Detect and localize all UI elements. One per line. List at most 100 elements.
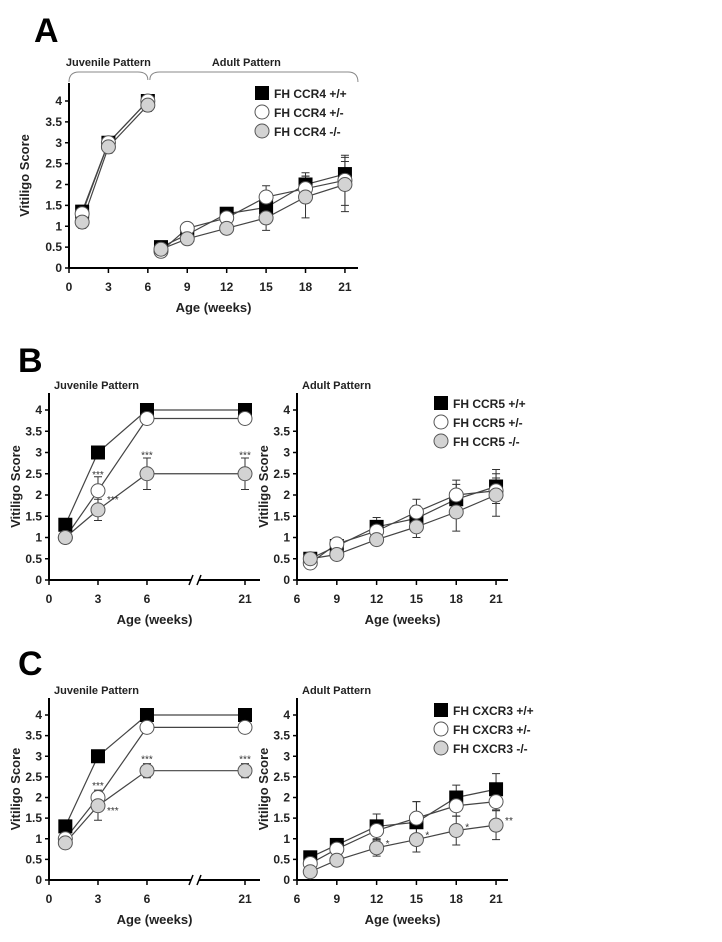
y-tick-label: 0 <box>35 873 42 887</box>
significance-marker: *** <box>239 451 251 462</box>
data-point-circle <box>408 832 424 848</box>
y-tick-label: 2 <box>283 791 290 805</box>
pattern-label: Adult Pattern <box>302 380 371 392</box>
x-tick-label: 12 <box>220 280 234 294</box>
legend-label: FH CXCR3 +/+ <box>453 704 534 718</box>
significance-marker: *** <box>107 495 119 506</box>
legend-marker-circle <box>433 721 449 737</box>
significance-marker: * <box>386 839 390 850</box>
data-point-circle <box>448 798 464 814</box>
legend-label: FH CCR5 -/- <box>453 435 520 449</box>
panel-letter-b: B <box>18 342 43 380</box>
chart-a-0: 0 0.5 1 1.5 2 2.5 3 3.5 4 0 3 6 9 12 15 18 21 Age (weeks)… <box>17 57 359 315</box>
x-tick-label: 9 <box>333 892 340 906</box>
x-tick-label: 3 <box>95 892 102 906</box>
y-tick-label: 3 <box>35 749 42 763</box>
significance-marker: *** <box>141 451 153 462</box>
y-tick-label: 1 <box>283 832 290 846</box>
data-point-circle <box>100 139 116 155</box>
y-axis-title: Vitiligo Score <box>8 748 23 831</box>
juvenile-pattern-label: Juvenile Pattern <box>66 57 151 69</box>
x-tick-label: 21 <box>489 592 503 606</box>
y-tick-label: 1.5 <box>273 811 290 825</box>
y-axis-title: Vitiligo Score <box>256 445 271 528</box>
series-line <box>64 726 245 840</box>
x-tick-label: 12 <box>370 892 384 906</box>
data-point-circle <box>179 231 195 247</box>
data-point-circle <box>488 794 504 810</box>
x-tick-label: 0 <box>46 892 53 906</box>
x-tick-label: 12 <box>370 592 384 606</box>
data-point-circle <box>90 502 106 518</box>
series-line <box>64 417 245 538</box>
y-tick-label: 3.5 <box>273 729 290 743</box>
data-point-circle <box>57 530 73 545</box>
y-tick-label: 3 <box>283 446 290 460</box>
y-tick-label: 1 <box>55 219 62 233</box>
legend-label: FH CCR5 +/+ <box>453 397 526 411</box>
legend-marker-square <box>255 86 269 100</box>
pattern-label: Adult Pattern <box>302 685 371 697</box>
significance-marker: *** <box>141 754 153 765</box>
data-point-square <box>90 749 105 764</box>
chart-b-1: 0 0.5 1 1.5 2 2.5 3 3.5 4 0 3 6 21 Age (weeks) Vitilig… <box>8 380 260 627</box>
y-tick-label: 3.5 <box>45 115 62 129</box>
x-tick-label: 9 <box>184 280 191 294</box>
data-point-circle <box>237 466 253 482</box>
data-point-circle <box>408 519 424 535</box>
data-point-circle <box>57 835 73 851</box>
y-axis-title: Vitiligo Score <box>256 748 271 831</box>
x-tick-label: 6 <box>294 592 301 606</box>
y-axis-title: Vitiligo Score <box>8 445 23 528</box>
y-tick-label: 0 <box>283 873 290 887</box>
y-tick-label: 4 <box>283 708 290 722</box>
x-axis-title: Age (weeks) <box>365 612 441 627</box>
y-tick-label: 0 <box>283 573 290 587</box>
series-line <box>64 473 245 538</box>
legend-marker-circle <box>433 740 449 756</box>
y-axis-title: Vitiligo Score <box>17 134 32 217</box>
data-point-square <box>489 782 504 797</box>
y-tick-label: 1 <box>35 531 42 545</box>
x-axis-title: Age (weeks) <box>117 612 193 627</box>
y-tick-label: 0.5 <box>45 240 62 254</box>
x-tick-label: 21 <box>238 592 252 606</box>
series-line <box>64 714 245 827</box>
chart-c-3: 0 0.5 1 1.5 2 2.5 3 3.5 4 0 3 6 21 Age (weeks) Vitilig… <box>8 685 260 927</box>
data-point-circle <box>369 532 385 548</box>
data-point-circle <box>139 466 155 482</box>
data-point-circle <box>408 504 424 520</box>
x-tick-label: 15 <box>259 280 273 294</box>
legend-marker-square <box>434 703 448 717</box>
y-tick-label: 4 <box>55 94 62 108</box>
data-point-circle <box>329 547 345 562</box>
data-point-square <box>238 708 252 722</box>
data-point-circle <box>488 817 504 833</box>
x-tick-label: 18 <box>299 280 313 294</box>
data-point-circle <box>90 483 106 499</box>
legend-marker-circle <box>433 414 449 430</box>
data-point-circle <box>448 823 464 838</box>
legend-label: FH CCR4 +/+ <box>274 87 347 101</box>
y-tick-label: 0 <box>55 261 62 275</box>
x-tick-label: 15 <box>410 892 424 906</box>
y-tick-label: 2 <box>55 178 62 192</box>
data-point-circle <box>153 241 169 257</box>
x-axis-title: Age (weeks) <box>365 912 441 927</box>
data-point-square <box>259 200 274 215</box>
legend-marker-circle <box>254 123 270 139</box>
significance-marker: *** <box>107 806 119 817</box>
panel-letter-c: C <box>18 645 43 683</box>
x-tick-label: 6 <box>144 892 151 906</box>
y-tick-label: 2.5 <box>25 467 42 481</box>
data-point-square <box>58 819 73 834</box>
data-point-circle <box>237 763 253 779</box>
y-tick-label: 0.5 <box>25 552 42 566</box>
axis-break-gap <box>191 876 199 884</box>
adult-pattern-label: Adult Pattern <box>212 57 281 69</box>
x-tick-label: 18 <box>450 892 464 906</box>
data-point-circle <box>258 210 274 226</box>
legend-label: FH CXCR3 -/- <box>453 742 528 756</box>
y-tick-label: 0 <box>35 573 42 587</box>
